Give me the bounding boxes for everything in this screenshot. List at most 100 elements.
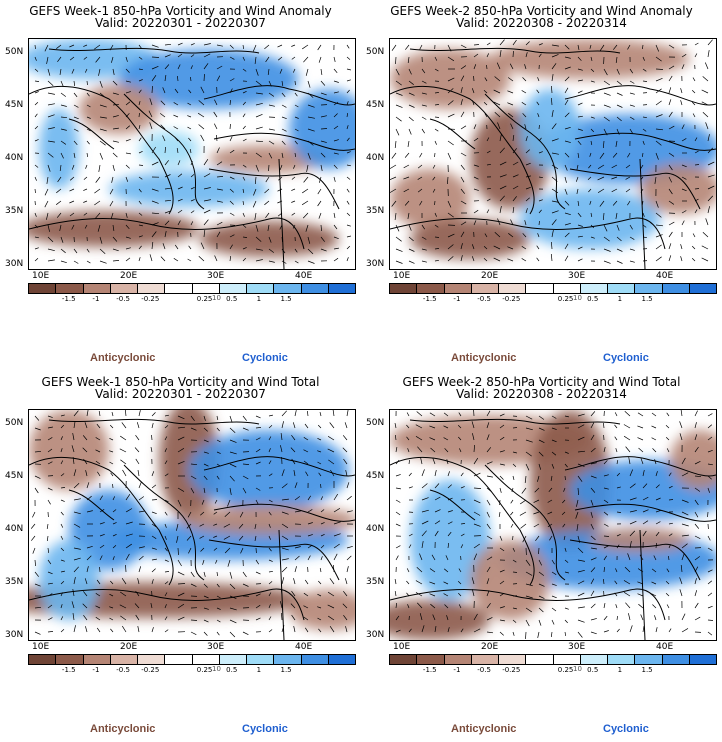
wind-vector — [333, 533, 341, 537]
wind-vector — [199, 535, 205, 539]
coastline — [48, 47, 260, 54]
wind-vector — [551, 559, 555, 565]
wind-vector — [138, 68, 143, 71]
wind-vector — [125, 212, 128, 218]
longitude-label: 10E — [393, 271, 411, 281]
wind-vector — [190, 427, 197, 431]
wind-vector — [616, 116, 622, 122]
wind-vector — [255, 427, 262, 429]
wind-vector — [60, 414, 65, 417]
wind-vector — [346, 125, 349, 130]
wind-vector — [681, 176, 687, 180]
wind-vector — [255, 68, 259, 76]
colorbar-unit-label: 10 — [573, 294, 582, 302]
wind-vector — [34, 258, 39, 262]
wind-vector — [707, 206, 710, 214]
coastline — [484, 93, 566, 210]
wind-vector — [177, 460, 185, 465]
wind-vector — [538, 607, 544, 613]
wind-vector — [125, 564, 127, 573]
wind-vector — [190, 475, 197, 480]
colorbar-segment — [608, 284, 636, 293]
wind-vector — [629, 497, 637, 501]
coastline — [29, 588, 305, 621]
wind-vector — [577, 580, 585, 585]
longitude-label: 10E — [393, 642, 411, 652]
wind-vector — [577, 128, 583, 131]
wind-vector — [460, 221, 467, 226]
wind-vector — [507, 77, 514, 82]
wind-vector — [34, 487, 39, 494]
wind-vector — [625, 602, 631, 609]
wind-vector — [320, 483, 322, 489]
wind-vector — [603, 545, 609, 549]
wind-vector — [446, 615, 449, 621]
coastline — [390, 85, 535, 215]
wind-vector — [642, 509, 649, 513]
wind-vector — [164, 43, 172, 46]
wind-vector — [525, 451, 532, 457]
wind-vector — [60, 460, 64, 465]
wind-vector — [294, 546, 301, 549]
wind-vector — [629, 104, 635, 107]
colorbar-segment — [390, 284, 418, 293]
wind-vector — [242, 236, 248, 238]
wind-vector — [138, 510, 145, 513]
wind-vector — [668, 231, 673, 238]
wind-vector — [473, 53, 479, 58]
wind-vector — [705, 122, 709, 130]
wind-vector — [512, 559, 517, 563]
wind-vector — [281, 558, 289, 561]
wind-vector — [176, 523, 179, 531]
coastline — [203, 85, 355, 106]
wind-vector — [486, 209, 490, 214]
wind-vector — [642, 496, 649, 501]
wind-vector — [320, 545, 325, 549]
vorticity-region — [490, 39, 690, 79]
wind-vector — [177, 42, 183, 46]
wind-vector — [125, 247, 131, 250]
coastline — [639, 529, 646, 640]
wind-vector — [434, 496, 441, 501]
wind-vector — [564, 76, 570, 82]
wind-vector — [512, 571, 518, 573]
wind-vector — [511, 487, 514, 492]
wind-vector — [705, 218, 709, 226]
wind-vector — [707, 569, 713, 573]
wind-vector — [460, 231, 465, 238]
wind-vector — [254, 523, 257, 529]
wind-vector — [510, 123, 514, 130]
coastline — [564, 456, 716, 477]
wind-vector — [203, 229, 206, 238]
wind-vector — [203, 187, 211, 190]
wind-vector — [60, 152, 64, 159]
wind-vector — [320, 140, 327, 143]
wind-vector — [577, 631, 583, 638]
wind-vector — [109, 424, 114, 429]
wind-vector — [629, 236, 635, 240]
wind-vector — [395, 629, 401, 633]
wind-vector — [307, 522, 313, 525]
wind-vector — [484, 233, 488, 238]
wind-vector — [290, 603, 296, 609]
wind-vector — [577, 487, 580, 496]
wind-vector — [346, 164, 351, 167]
wind-vector — [268, 604, 271, 609]
wind-vector — [654, 459, 657, 465]
wind-vector — [109, 450, 114, 453]
vorticity-shading — [29, 410, 355, 630]
vorticity-region — [189, 430, 349, 510]
wind-vector — [73, 625, 76, 633]
colorbar-segment — [689, 284, 716, 293]
wind-vector — [603, 487, 609, 490]
wind-vector — [47, 437, 53, 441]
wind-vector — [499, 206, 502, 214]
wind-vector — [242, 631, 249, 636]
wind-vector — [564, 164, 568, 171]
wind-vector — [267, 224, 270, 231]
wind-vector — [623, 592, 631, 597]
wind-vector — [447, 152, 452, 160]
wind-vector — [255, 92, 263, 95]
wind-vector — [434, 212, 437, 217]
wind-vector — [304, 579, 309, 585]
